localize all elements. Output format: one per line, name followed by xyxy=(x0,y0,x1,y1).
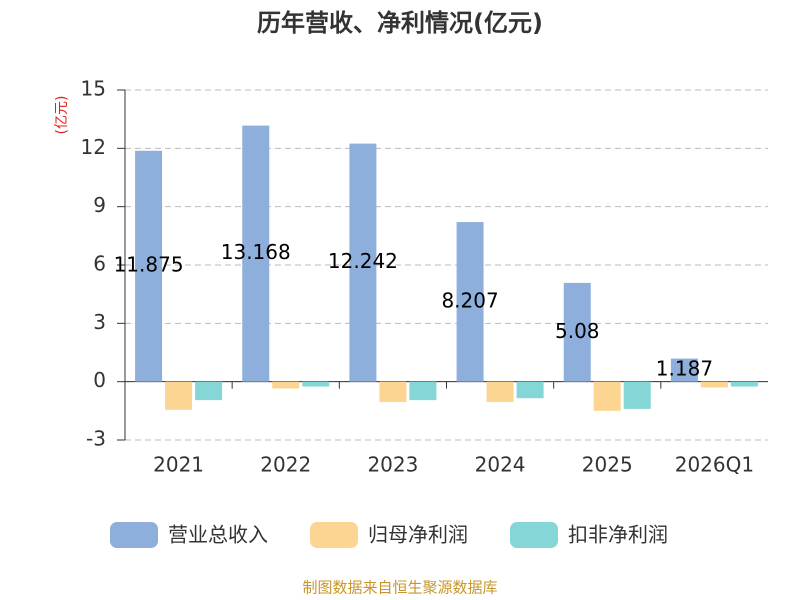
data-label: 1.187 xyxy=(656,357,713,381)
legend-label: 营业总收入 xyxy=(168,523,268,547)
y-tick-label: -3 xyxy=(86,427,106,451)
bar xyxy=(349,143,377,382)
bar xyxy=(242,125,270,382)
bar xyxy=(593,381,621,411)
x-tick-label: 2024 xyxy=(475,453,526,477)
bar xyxy=(379,381,407,403)
bar xyxy=(409,381,437,401)
x-tick-label: 2022 xyxy=(260,453,311,477)
x-tick-label: 2021 xyxy=(153,453,204,477)
legend-swatch xyxy=(510,522,558,548)
data-label: 5.08 xyxy=(555,319,600,343)
bar xyxy=(623,381,651,409)
bar xyxy=(195,381,223,401)
data-label: 11.875 xyxy=(114,253,184,277)
bar xyxy=(516,381,544,399)
chart-title: 历年营收、净利情况(亿元) xyxy=(257,9,543,37)
bar xyxy=(670,358,698,382)
y-tick-label: 15 xyxy=(81,77,106,101)
legend-label: 扣非净利润 xyxy=(568,523,668,547)
data-label: 8.207 xyxy=(441,288,498,312)
y-tick-label: 12 xyxy=(81,135,106,159)
bar xyxy=(456,222,484,382)
legend-swatch xyxy=(310,522,358,548)
y-tick-label: 6 xyxy=(93,252,106,276)
data-label: 12.242 xyxy=(328,249,398,273)
bar xyxy=(135,150,163,382)
y-tick-label: 9 xyxy=(93,193,106,217)
legend-label: 归母净利润 xyxy=(368,523,468,547)
bar xyxy=(700,381,728,388)
bar xyxy=(165,381,193,410)
bar xyxy=(730,381,758,387)
y-tick-label: 0 xyxy=(93,368,106,392)
y-tick-label: 3 xyxy=(93,310,106,334)
data-label: 13.168 xyxy=(221,240,291,264)
x-tick-label: 2023 xyxy=(367,453,418,477)
x-tick-label: 2025 xyxy=(582,453,633,477)
y-axis-label: (亿元) xyxy=(54,96,70,135)
x-tick-label: 2026Q1 xyxy=(675,453,754,477)
source-note: 制图数据来自恒生聚源数据库 xyxy=(302,579,497,597)
bar xyxy=(302,381,330,387)
bar xyxy=(563,282,591,382)
legend-swatch xyxy=(110,522,158,548)
bar xyxy=(272,381,300,389)
bar xyxy=(486,381,514,403)
